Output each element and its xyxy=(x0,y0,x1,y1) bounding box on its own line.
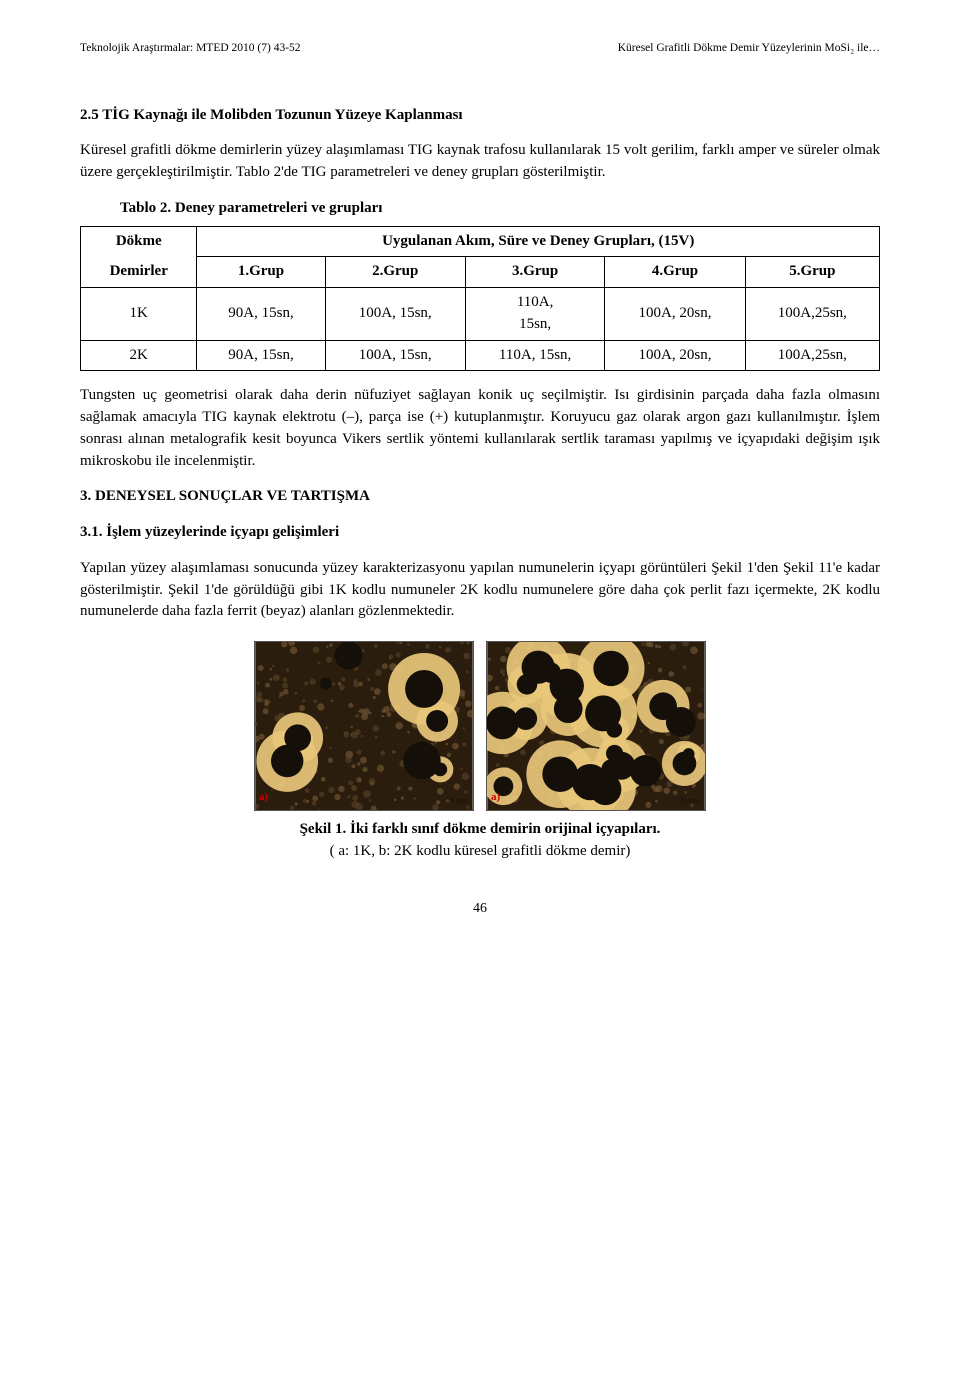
cell: 100A, 20sn, xyxy=(605,288,745,341)
table-2-label: Tablo 2. Deney parametreleri ve grupları xyxy=(120,200,382,216)
cell: 90A, 15sn, xyxy=(197,288,325,341)
section-2-5-para: Küresel grafitli dökme demirlerin yüzey … xyxy=(80,140,880,184)
cell: 110A, 15sn, xyxy=(465,288,604,341)
table-row: Dökme Uygulanan Akım, Süre ve Deney Grup… xyxy=(81,226,880,257)
table-rowhdr-top: Dökme xyxy=(81,226,197,257)
cell: 100A,25sn, xyxy=(745,288,879,341)
cell: 90A, 15sn, xyxy=(197,340,325,371)
micrograph-a-tag: a) xyxy=(259,790,268,806)
figure-1-caption-line2: ( a: 1K, b: 2K kodlu küresel grafitli dö… xyxy=(330,843,631,859)
figure-1: a) 20 μm a) 20 μm xyxy=(80,641,880,811)
col-2: 2.Grup xyxy=(325,257,465,288)
micrograph-a: a) 20 μm xyxy=(254,641,474,811)
figure-1-caption-line1: Şekil 1. İki farklı sınıf dökme demirin … xyxy=(300,821,661,837)
table-row: 2K 90A, 15sn, 100A, 15sn, 110A, 15sn, 10… xyxy=(81,340,880,371)
micrograph-a-svg xyxy=(255,642,473,810)
cell: 100A, 20sn, xyxy=(605,340,745,371)
cell: 100A, 15sn, xyxy=(325,340,465,371)
col-3: 3.Grup xyxy=(465,257,604,288)
cell: 100A, 15sn, xyxy=(325,288,465,341)
micrograph-b-svg xyxy=(487,642,705,810)
journal-ref: Teknolojik Araştırmalar: MTED 2010 (7) 4… xyxy=(80,40,301,57)
scale-bar-a: 20 μm xyxy=(446,795,467,807)
table-2: Dökme Uygulanan Akım, Süre ve Deney Grup… xyxy=(80,226,880,372)
row-k: 2K xyxy=(81,340,197,371)
micrograph-b: a) 20 μm xyxy=(486,641,706,811)
section-2-5-title: 2.5 TİG Kaynağı ile Molibden Tozunun Yüz… xyxy=(80,105,880,127)
section-3-1-title: 3.1. İşlem yüzeylerinde içyapı gelişimle… xyxy=(80,522,880,544)
table-rowhdr-bot: Demirler xyxy=(81,257,197,288)
section-3-title: 3. DENEYSEL SONUÇLAR VE TARTIŞMA xyxy=(80,486,880,508)
micrograph-b-tag: a) xyxy=(491,790,500,806)
running-title: Küresel Grafitli Dökme Demir Yüzeylerini… xyxy=(618,40,880,57)
para-after-table-2: Tungsten uç geometrisi olarak daha derin… xyxy=(80,385,880,472)
table-row: Demirler 1.Grup 2.Grup 3.Grup 4.Grup 5.G… xyxy=(81,257,880,288)
table-row: 1K 90A, 15sn, 100A, 15sn, 110A, 15sn, 10… xyxy=(81,288,880,341)
cell: 100A,25sn, xyxy=(745,340,879,371)
scale-bar-b: 20 μm xyxy=(678,795,699,807)
table-merged-header: Uygulanan Akım, Süre ve Deney Grupları, … xyxy=(197,226,880,257)
col-4: 4.Grup xyxy=(605,257,745,288)
section-3-1-para: Yapılan yüzey alaşımlaması sonucunda yüz… xyxy=(80,558,880,623)
figure-1-caption: Şekil 1. İki farklı sınıf dökme demirin … xyxy=(80,819,880,863)
col-5: 5.Grup xyxy=(745,257,879,288)
row-k: 1K xyxy=(81,288,197,341)
cell: 110A, 15sn, xyxy=(465,340,604,371)
table-2-caption: Tablo 2. Deney parametreleri ve grupları xyxy=(120,198,880,220)
col-1: 1.Grup xyxy=(197,257,325,288)
page-header: Teknolojik Araştırmalar: MTED 2010 (7) 4… xyxy=(80,40,880,57)
page-number: 46 xyxy=(80,899,880,919)
